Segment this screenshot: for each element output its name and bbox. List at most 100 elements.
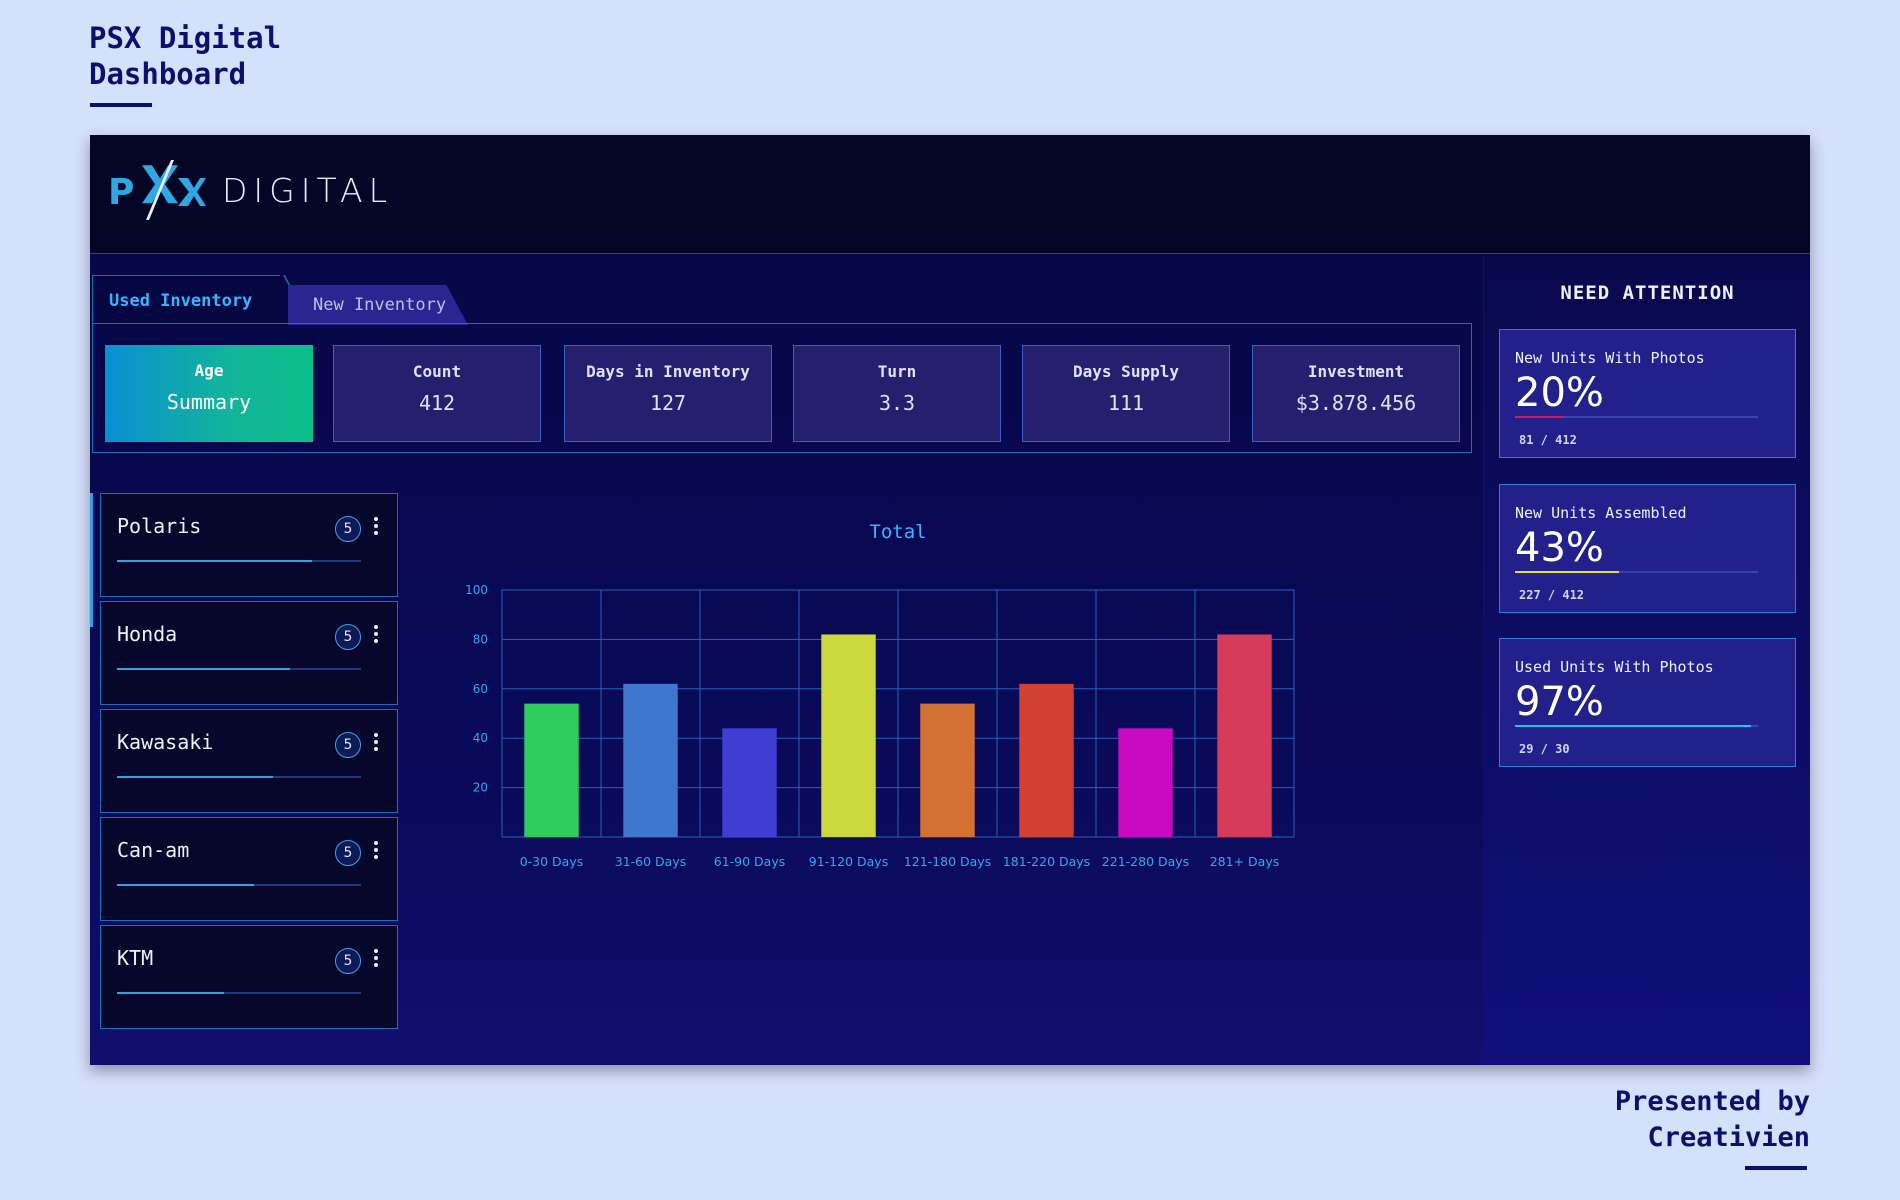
brand-name: Kawasaki: [117, 730, 214, 754]
more-vertical-icon[interactable]: [371, 949, 381, 973]
brand-progress-fill: [117, 560, 313, 562]
metric-label: Investment: [1307, 362, 1405, 381]
count-badge: 5: [335, 732, 361, 758]
brand-progress-fill: [117, 668, 291, 670]
page-heading: PSX Digital Dashboard: [89, 20, 281, 92]
credit-line-1: Presented by: [1614, 1086, 1810, 1117]
x-tick-label: 121-180 Days: [904, 854, 991, 869]
need-attention-panel: NEED ATTENTION New Units With Photos 20%…: [1483, 255, 1810, 1065]
dashboard-window: P DIGITAL Used Inventory New Inventory A…: [90, 135, 1810, 1065]
brand-card-ktm[interactable]: KTM 5: [100, 925, 398, 1029]
metric-age-summary[interactable]: Age Summary: [105, 345, 313, 442]
attention-ratio: 81 / 412: [1519, 433, 1577, 447]
x-tick-label: 91-120 Days: [809, 854, 888, 869]
metric-days-in-inventory[interactable]: Days in Inventory 127: [564, 345, 772, 442]
attention-label: New Units With Photos: [1515, 349, 1705, 367]
more-vertical-icon[interactable]: [371, 733, 381, 757]
metric-turn[interactable]: Turn 3.3: [793, 345, 1001, 442]
credit-underline: [1745, 1166, 1807, 1170]
y-tick-label: 40: [473, 731, 488, 745]
count-badge: 5: [335, 840, 361, 866]
heading-underline: [90, 103, 152, 107]
attention-card-used-units-photos[interactable]: Used Units With Photos 97% 29 / 30: [1499, 638, 1796, 767]
brand-name: KTM: [117, 946, 154, 970]
attention-card-new-units-photos[interactable]: New Units With Photos 20% 81 / 412: [1499, 329, 1796, 458]
bar-281-days[interactable]: [1217, 634, 1272, 837]
brand-card-honda[interactable]: Honda 5: [100, 601, 398, 705]
attention-percent: 97%: [1515, 679, 1604, 725]
metric-label: Age: [194, 361, 224, 380]
tab-used-inventory[interactable]: Used Inventory: [92, 275, 282, 325]
more-vertical-icon[interactable]: [371, 625, 381, 649]
attention-progress-track: [1515, 571, 1758, 573]
age-bar-chart: Total 20 40 60 80 100 0-30 Days 31-60 Days 61-9…: [420, 495, 1482, 1015]
bar-91-120-days[interactable]: [821, 634, 876, 837]
brand-progress-track: [117, 992, 361, 994]
metric-value: Summary: [166, 390, 252, 414]
attention-progress-track: [1515, 416, 1758, 418]
metric-days-supply[interactable]: Days Supply 111: [1022, 345, 1230, 442]
bar-121-180-days[interactable]: [920, 703, 975, 837]
psx-logo-mark-icon: P: [108, 160, 206, 220]
attention-percent: 20%: [1515, 370, 1604, 416]
attention-label: New Units Assembled: [1515, 504, 1687, 522]
more-vertical-icon[interactable]: [371, 517, 381, 541]
chart-canvas: Total 20 40 60 80 100 0-30 Days 31-60 Days 61-9…: [465, 521, 1295, 869]
psx-logo[interactable]: P DIGITAL: [108, 157, 393, 223]
metric-label: Turn: [877, 362, 917, 381]
logo-text: DIGITAL: [222, 170, 394, 210]
brand-card-kawasaki[interactable]: Kawasaki 5: [100, 709, 398, 813]
metric-label: Count: [412, 362, 462, 381]
x-tick-label: 181-220 Days: [1003, 854, 1090, 869]
count-badge: 5: [335, 624, 361, 650]
attention-percent: 43%: [1515, 525, 1604, 571]
x-tick-label: 31-60 Days: [615, 854, 687, 869]
svg-text:P: P: [108, 172, 134, 213]
bar-61-90-days[interactable]: [722, 728, 777, 837]
tab-new-inventory[interactable]: New Inventory: [288, 285, 468, 325]
x-tick-label: 281+ Days: [1210, 854, 1280, 869]
attention-progress-track: [1515, 725, 1758, 727]
brand-name: Polaris: [117, 514, 202, 538]
attention-card-new-units-assembled[interactable]: New Units Assembled 43% 227 / 412: [1499, 484, 1796, 613]
metric-investment[interactable]: Investment $3.878.456: [1252, 345, 1460, 442]
app-header: P DIGITAL: [90, 135, 1810, 254]
bar-31-60-days[interactable]: [623, 683, 678, 837]
attention-progress-fill: [1515, 416, 1564, 418]
metrics-row: Age Summary Count 412 Days in Inventory …: [92, 323, 1472, 453]
y-tick-label: 60: [473, 682, 488, 696]
brand-list: Polaris 5 Honda 5 Kawasaki 5 Can-am 5: [90, 493, 398, 1033]
y-tick-label: 80: [473, 632, 488, 646]
chart-title: Total: [869, 521, 926, 543]
metric-value: 412: [418, 391, 456, 415]
x-tick-label: 61-90 Days: [714, 854, 786, 869]
more-vertical-icon[interactable]: [371, 841, 381, 865]
need-attention-title: NEED ATTENTION: [1560, 282, 1735, 304]
y-tick-label: 20: [473, 781, 488, 795]
x-tick-label: 221-280 Days: [1102, 854, 1189, 869]
metric-value: $3.878.456: [1295, 391, 1417, 415]
attention-ratio: 227 / 412: [1519, 588, 1585, 602]
bar-181-220-days[interactable]: [1019, 683, 1074, 837]
bar-221-280-days[interactable]: [1118, 728, 1173, 837]
y-tick-label: 100: [465, 583, 488, 597]
metric-value: 127: [649, 391, 687, 415]
brand-card-polaris[interactable]: Polaris 5: [100, 493, 398, 597]
brand-card-can-am[interactable]: Can-am 5: [100, 817, 398, 921]
brand-progress-fill: [117, 884, 254, 886]
count-badge: 5: [335, 516, 361, 542]
brand-progress-track: [117, 884, 361, 886]
attention-ratio: 29 / 30: [1519, 742, 1570, 756]
metric-count[interactable]: Count 412: [333, 345, 541, 442]
brand-name: Honda: [117, 622, 178, 646]
credit-line-2: Creativien: [1647, 1122, 1810, 1153]
bar-0-30-days[interactable]: [524, 703, 579, 837]
metric-value: 111: [1107, 391, 1145, 415]
attention-progress-fill: [1515, 571, 1620, 573]
selected-indicator: [90, 493, 93, 627]
attention-label: Used Units With Photos: [1515, 658, 1714, 676]
page-heading-line-1: PSX Digital: [89, 21, 282, 55]
brand-progress-fill: [117, 992, 225, 994]
metric-label: Days Supply: [1073, 362, 1179, 381]
metric-label: Days in Inventory: [586, 362, 750, 381]
